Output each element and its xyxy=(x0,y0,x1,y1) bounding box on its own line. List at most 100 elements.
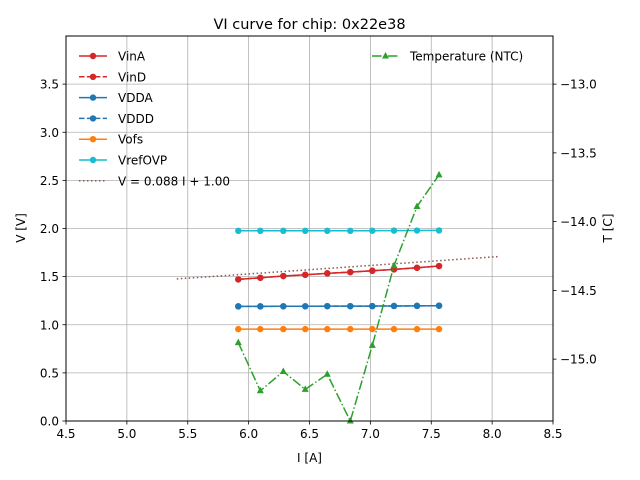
temperature-line xyxy=(237,174,440,424)
y-tick-label: 2.0 xyxy=(40,222,59,236)
data-point-vddd xyxy=(235,303,242,310)
legend-left: VinA VinD VDDA VDDD Vofs VrefOVP V = 0.088 I +… xyxy=(79,50,230,188)
temperature-point xyxy=(323,370,331,377)
data-point-vind xyxy=(280,272,287,280)
chart-title: VI curve for chip: 0x22e38 xyxy=(213,17,405,33)
legend-item-temperature: Temperature (NTC) xyxy=(372,50,523,64)
series-layer xyxy=(176,170,499,424)
temperature-point xyxy=(301,385,309,392)
legend-item: VinD xyxy=(79,70,146,84)
axes: 4.5 5.0 5.5 6.0 6.5 7.0 7.5 8.0 8.5 0.0 0.5 1.0 1.5 2… xyxy=(40,78,597,441)
temperature-point xyxy=(346,417,354,424)
data-point-vofs xyxy=(435,325,443,333)
data-point-vddd xyxy=(369,302,376,310)
data-point-vofs xyxy=(257,325,264,333)
series-vofs xyxy=(235,325,443,333)
x-tick-label: 8.5 xyxy=(543,427,562,441)
y2-tick-label: −14.5 xyxy=(560,284,597,298)
temperature-point xyxy=(256,386,264,394)
x-tick-label: 5.5 xyxy=(178,427,197,441)
legend-marker xyxy=(89,73,97,81)
data-point-vddd xyxy=(347,302,354,310)
data-point-vofs xyxy=(390,325,398,333)
data-point-vind xyxy=(235,276,242,283)
legend-marker xyxy=(89,136,97,143)
legend-label: Vofs xyxy=(118,133,143,147)
data-point-vrefovp xyxy=(302,227,309,235)
series-temperature xyxy=(234,170,443,424)
legend-item: V = 0.088 I + 1.00 xyxy=(79,174,230,188)
data-point-vrefovp xyxy=(435,227,443,234)
y-tick-label: 3.5 xyxy=(40,78,59,92)
data-point-vind xyxy=(413,264,421,271)
y-tick-label: 2.5 xyxy=(40,174,59,188)
data-point-vrefovp xyxy=(347,227,354,235)
data-point-vrefovp xyxy=(280,227,287,235)
y2-tick-label: −14.0 xyxy=(560,215,597,229)
data-point-vind xyxy=(347,268,354,276)
data-point-vofs xyxy=(280,325,287,333)
x-tick-label: 5.0 xyxy=(117,427,136,441)
legend-label: Temperature (NTC) xyxy=(409,50,523,64)
x-tick-label: 7.0 xyxy=(361,427,380,441)
data-point-vofs xyxy=(347,325,354,333)
x-tick-label: 4.5 xyxy=(56,427,75,441)
x-tick-label: 6.5 xyxy=(300,427,319,441)
y-axis-label: V [V] xyxy=(14,213,28,243)
data-point-vind xyxy=(302,271,309,278)
data-point-vddd xyxy=(324,302,331,310)
y2-axis-label: T [C] xyxy=(601,214,615,244)
y2-tick-label: −13.5 xyxy=(560,146,597,160)
data-point-vddd xyxy=(390,302,398,310)
data-point-vofs xyxy=(235,325,242,333)
temperature-point xyxy=(279,367,287,374)
temperature-point xyxy=(413,202,421,209)
data-point-vofs xyxy=(413,325,421,333)
legend-label: VDDD xyxy=(118,112,154,126)
data-point-vddd xyxy=(280,303,287,310)
temperature-point xyxy=(234,338,242,346)
data-point-vind xyxy=(435,262,443,270)
legend-marker xyxy=(89,94,97,101)
data-point-vrefovp xyxy=(324,227,331,235)
data-point-vrefovp xyxy=(235,227,242,235)
y2-tick-label: −15.0 xyxy=(560,353,597,367)
y2-tick-label: −13.0 xyxy=(560,78,597,92)
data-point-vddd xyxy=(435,302,443,309)
series-vrefovp xyxy=(235,227,443,235)
x-tick-label: 7.5 xyxy=(422,427,441,441)
legend-label: VDDA xyxy=(118,91,153,105)
data-point-vind xyxy=(369,267,376,274)
temperature-point xyxy=(435,170,443,178)
data-point-vofs xyxy=(302,325,309,333)
series-line-vddd xyxy=(238,304,440,308)
data-point-vind xyxy=(257,274,264,281)
fit-line xyxy=(176,255,499,280)
y-tick-label: 1.5 xyxy=(40,270,59,284)
series-vina xyxy=(235,262,443,283)
y-tick-label: 3.0 xyxy=(40,126,59,140)
data-point-vddd xyxy=(413,302,421,310)
data-point-vddd xyxy=(302,303,309,310)
legend-label: VinD xyxy=(118,70,146,84)
legend-marker xyxy=(382,52,389,59)
series-vind xyxy=(235,262,443,283)
x-tick-label: 6.0 xyxy=(239,427,258,441)
y-tick-label: 0.0 xyxy=(40,415,59,429)
series-vddd xyxy=(235,302,443,310)
y-tick-label: 0.5 xyxy=(40,366,59,380)
y-tick-label: 1.0 xyxy=(40,318,59,332)
legend-marker xyxy=(89,115,97,122)
legend-item: VDDD xyxy=(79,112,154,126)
data-point-vrefovp xyxy=(369,227,376,234)
legend-label: VinA xyxy=(118,50,146,64)
legend-label: VrefOVP xyxy=(118,154,167,168)
legend-item: Vofs xyxy=(79,133,143,147)
legend-item: VDDA xyxy=(79,91,153,105)
data-point-vrefovp xyxy=(413,227,421,234)
data-point-vofs xyxy=(369,325,376,333)
data-point-vrefovp xyxy=(257,227,264,235)
data-point-vrefovp xyxy=(390,227,398,234)
temperature-point xyxy=(368,341,376,348)
